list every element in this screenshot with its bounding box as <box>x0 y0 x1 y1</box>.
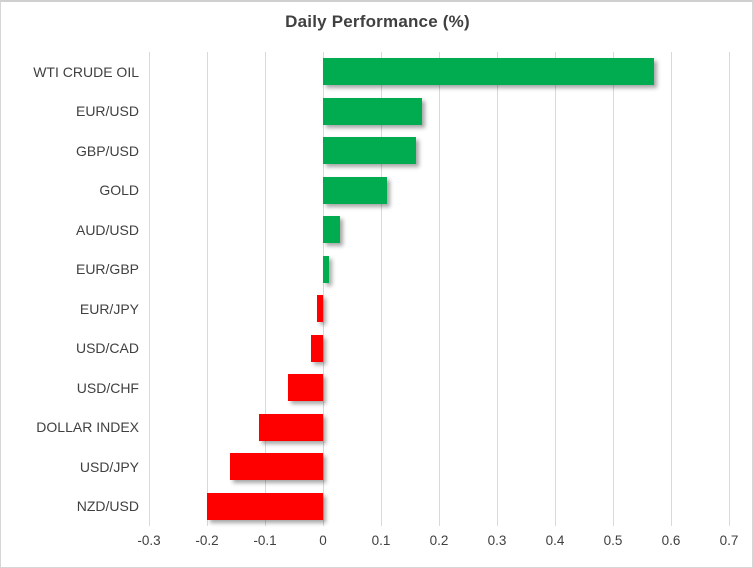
category-label: WTI CRUDE OIL <box>33 63 139 80</box>
category-label: GOLD <box>99 182 139 199</box>
x-tick-label: 0.3 <box>487 533 507 548</box>
category-label: DOLLAR INDEX <box>36 419 139 436</box>
x-tick-label: -0.1 <box>253 533 277 548</box>
x-tick-label: 0.5 <box>603 533 623 548</box>
chart-title: Daily Performance (%) <box>285 12 470 31</box>
gridline <box>148 52 150 526</box>
x-tick-label: -0.2 <box>195 533 219 548</box>
gridline <box>380 52 382 526</box>
category-label: USD/CAD <box>75 340 139 357</box>
category-label: USD/CHF <box>76 379 139 396</box>
gridline <box>612 52 614 526</box>
category-label: EUR/USD <box>75 103 139 120</box>
category-label: GBP/USD <box>75 142 139 159</box>
plot-area <box>148 52 730 526</box>
bar-gbp-usd <box>323 137 416 165</box>
x-tick-label: 0.6 <box>661 533 681 548</box>
bar-usd-cad <box>311 334 323 362</box>
x-tick-label: 0.4 <box>545 533 565 548</box>
category-axis: WTI CRUDE OIL EUR/USD GBP/USD GOLD AUD/USD EU… <box>1 52 141 526</box>
bar-aud-usd <box>323 216 341 244</box>
bar-eur-jpy <box>317 295 323 323</box>
gridline <box>206 52 208 526</box>
gridline <box>554 52 556 526</box>
category-label: EUR/JPY <box>79 300 139 317</box>
bar-gold <box>323 176 387 204</box>
x-tick-label: 0.1 <box>371 533 391 548</box>
category-label: AUD/USD <box>75 221 139 238</box>
x-tick-label: 0 <box>319 533 327 548</box>
category-label: NZD/USD <box>76 498 139 515</box>
gridline <box>438 52 440 526</box>
gridline <box>728 52 730 526</box>
bar-wti-crude-oil <box>323 58 654 86</box>
bar-usd-jpy <box>230 453 323 481</box>
x-tick-label: 0.2 <box>429 533 449 548</box>
category-label: EUR/GBP <box>75 261 139 278</box>
x-tick-label: 0.7 <box>719 533 739 548</box>
bar-dollar-index <box>259 413 323 441</box>
gridline <box>670 52 672 526</box>
gridline <box>322 52 324 526</box>
category-label: USD/JPY <box>79 458 139 475</box>
gridline <box>496 52 498 526</box>
bar-nzd-usd <box>207 492 323 520</box>
bar-eur-gbp <box>323 255 329 283</box>
x-axis: -0.3 -0.2 -0.1 0 0.1 0.2 0.3 0.4 0.5 0.6 0.7 <box>1 533 752 553</box>
bar-eur-usd <box>323 97 422 125</box>
gridline <box>264 52 266 526</box>
bar-usd-chf <box>288 374 323 402</box>
x-tick-label: -0.3 <box>137 533 161 548</box>
